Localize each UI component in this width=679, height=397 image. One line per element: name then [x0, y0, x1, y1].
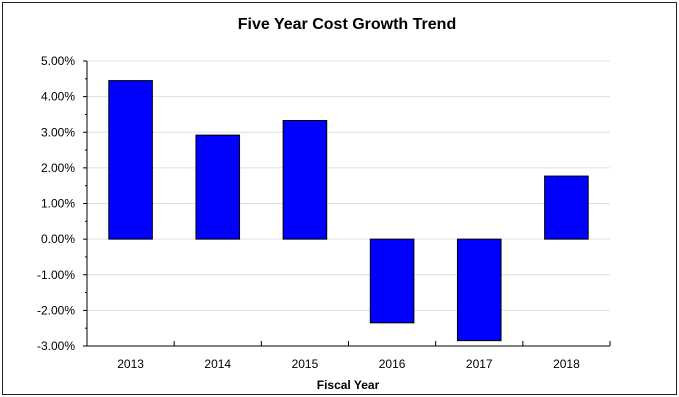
y-tick-label: 1.00% — [41, 197, 75, 211]
x-tick-label: 2015 — [292, 357, 319, 371]
y-tick-label: -2.00% — [37, 303, 75, 317]
bar-2017 — [456, 238, 502, 342]
bar-2015 — [282, 119, 328, 240]
y-tick-label: 2.00% — [41, 161, 75, 175]
bars — [108, 80, 589, 342]
x-tick-label: 2017 — [466, 357, 493, 371]
y-tick-label: -3.00% — [37, 339, 75, 353]
bar-2018 — [544, 175, 589, 240]
x-tick-label: 2014 — [204, 357, 231, 371]
bar-2016 — [369, 238, 415, 324]
x-tick-label: 2016 — [379, 357, 406, 371]
x-tick-labels: 2013 2014 2015 2016 2017 2018 — [117, 357, 580, 371]
grid-lines — [87, 60, 610, 347]
y-tick-label: 3.00% — [41, 125, 75, 139]
x-tick-label: 2013 — [117, 357, 144, 371]
y-tick-labels: 5.00% 4.00% 3.00% 2.00% 1.00% 0.00% -1.00% -2.0… — [37, 54, 75, 353]
y-tick-label: 5.00% — [41, 54, 75, 68]
y-tick-label: -1.00% — [37, 268, 75, 282]
axes — [83, 60, 611, 347]
y-tick-label: 0.00% — [41, 232, 75, 246]
x-tick-label: 2018 — [553, 357, 580, 371]
x-axis-title: Fiscal Year — [317, 378, 380, 392]
bar-2013 — [108, 80, 153, 240]
y-tick-label: 4.00% — [41, 90, 75, 104]
chart-title: Five Year Cost Growth Trend — [238, 16, 456, 33]
bar-2014 — [195, 134, 241, 240]
